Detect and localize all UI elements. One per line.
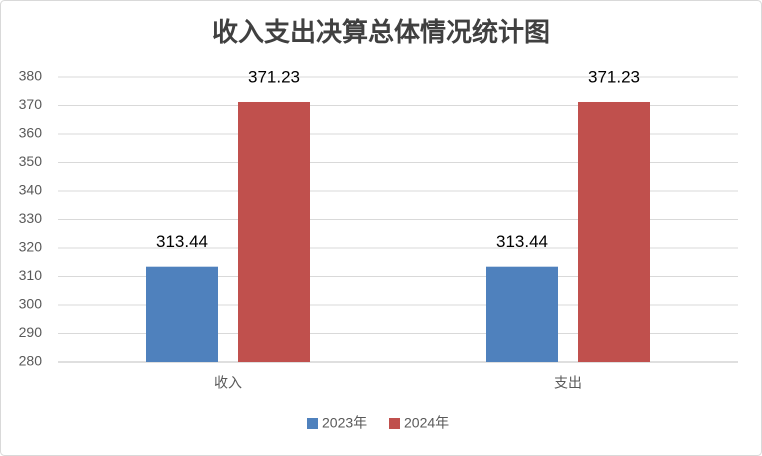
- y-tick-label: 280: [19, 353, 43, 369]
- y-tick-label: 320: [19, 239, 43, 255]
- y-tick-label: 360: [19, 125, 43, 141]
- x-tick-label: 支出: [554, 375, 582, 391]
- bar: [486, 266, 558, 362]
- y-tick-label: 330: [19, 210, 43, 226]
- bar: [146, 266, 218, 362]
- y-tick-label: 290: [19, 324, 43, 340]
- data-label: 371.23: [588, 67, 640, 86]
- legend-swatch: [389, 418, 400, 429]
- legend-label: 2024年: [404, 415, 449, 431]
- y-tick-label: 370: [19, 96, 43, 112]
- legend-swatch: [307, 418, 318, 429]
- chart-title: 收入支出决算总体情况统计图: [212, 17, 550, 47]
- bar: [238, 101, 310, 362]
- data-label: 313.44: [156, 232, 208, 251]
- data-label: 371.23: [248, 67, 300, 86]
- y-tick-label: 340: [19, 182, 43, 198]
- legend-label: 2023年: [322, 415, 367, 431]
- y-tick-label: 380: [19, 68, 43, 84]
- y-tick-label: 300: [19, 296, 43, 312]
- bar: [578, 101, 650, 362]
- y-tick-label: 310: [19, 267, 43, 283]
- x-tick-label: 收入: [214, 375, 242, 391]
- y-tick-label: 350: [19, 153, 43, 169]
- data-label: 313.44: [496, 232, 548, 251]
